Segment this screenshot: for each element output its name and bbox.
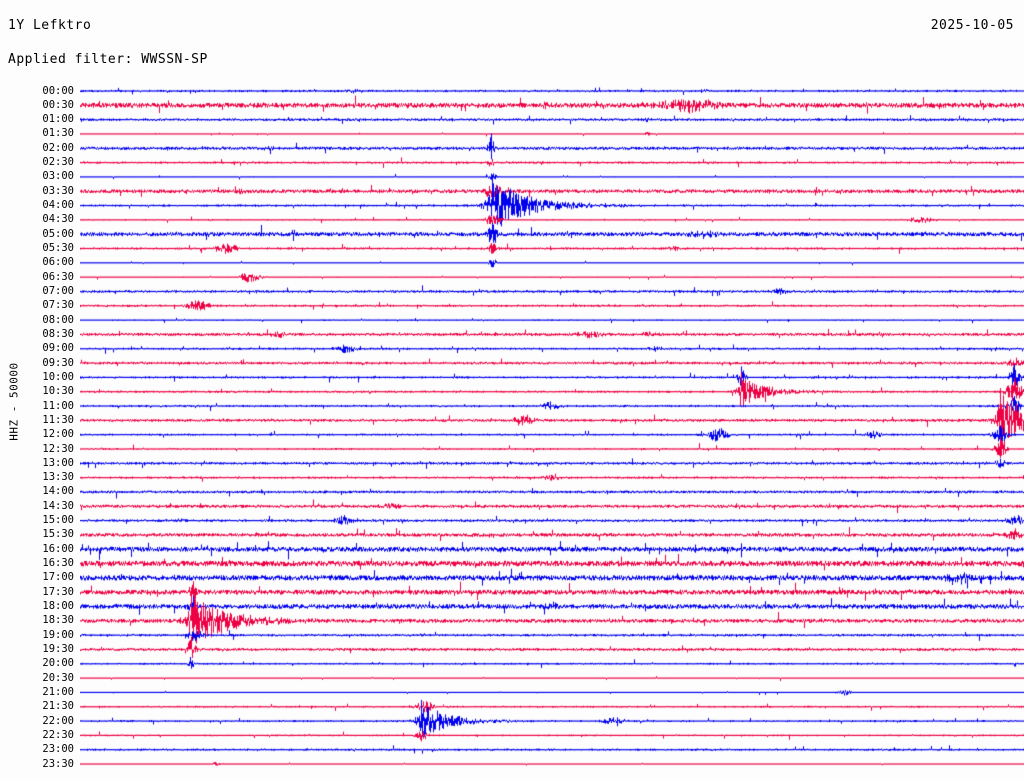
time-axis-label: 09:00 — [42, 342, 74, 355]
time-axis-label: 19:30 — [42, 642, 74, 655]
time-axis-label: 04:30 — [42, 213, 74, 226]
time-axis-label: 03:30 — [42, 184, 74, 197]
time-axis-label: 17:30 — [42, 585, 74, 598]
time-axis-label: 10:30 — [42, 385, 74, 398]
time-axis-label: 08:30 — [42, 327, 74, 340]
time-axis-label: 02:00 — [42, 141, 74, 154]
time-axis-label: 04:00 — [42, 199, 74, 212]
time-axis-label: 22:30 — [42, 728, 74, 741]
time-axis-label: 15:30 — [42, 528, 74, 541]
record-date: 2025-10-05 — [930, 18, 1014, 33]
time-axis-label: 05:00 — [42, 227, 74, 240]
time-axis-label: 01:30 — [42, 127, 74, 140]
time-axis-label: 16:30 — [42, 557, 74, 570]
time-axis-label: 19:00 — [42, 628, 74, 641]
time-axis-label: 12:00 — [42, 428, 74, 441]
time-axis-label: 15:00 — [42, 514, 74, 527]
time-axis-label: 22:00 — [42, 714, 74, 727]
time-axis-label: 05:30 — [42, 242, 74, 255]
time-axis-label: 17:00 — [42, 571, 74, 584]
helicorder-plot: 00:00 00:30 01:00 01:30 02:00 02:30 03:00 03:30… — [0, 80, 1024, 780]
time-axis-label: 16:00 — [42, 542, 74, 555]
time-axis-label: 21:00 — [42, 685, 74, 698]
time-axis-label: 07:30 — [42, 299, 74, 312]
time-axis-label: 20:00 — [42, 657, 74, 670]
time-axis-label: 11:00 — [42, 399, 74, 412]
time-axis: 00:00 00:30 01:00 01:30 02:00 02:30 03:00 03:30… — [0, 80, 80, 780]
time-axis-label: 06:00 — [42, 256, 74, 269]
time-axis-label: 18:30 — [42, 614, 74, 627]
applied-filter-label: Applied filter: WWSSN-SP — [8, 52, 208, 67]
page-title: 1Y Lefktro — [8, 18, 92, 33]
time-axis-label: 06:30 — [42, 270, 74, 283]
time-axis-label: 20:30 — [42, 671, 74, 684]
time-axis-label: 03:00 — [42, 170, 74, 183]
time-axis-label: 02:30 — [42, 156, 74, 169]
time-axis-label: 07:00 — [42, 284, 74, 297]
time-axis-label: 10:00 — [42, 370, 74, 383]
time-axis-label: 12:30 — [42, 442, 74, 455]
time-axis-label: 01:00 — [42, 113, 74, 126]
time-axis-label: 13:00 — [42, 456, 74, 469]
time-axis-label: 14:00 — [42, 485, 74, 498]
time-axis-label: 18:00 — [42, 600, 74, 613]
time-axis-label: 14:30 — [42, 499, 74, 512]
time-axis-label: 21:30 — [42, 700, 74, 713]
time-axis-label: 08:00 — [42, 313, 74, 326]
time-axis-label: 23:30 — [42, 757, 74, 770]
time-axis-label: 00:00 — [42, 84, 74, 97]
time-axis-label: 11:30 — [42, 413, 74, 426]
seismogram-traces — [80, 80, 1024, 780]
time-axis-label: 00:30 — [42, 98, 74, 111]
time-axis-label: 13:30 — [42, 471, 74, 484]
time-axis-label: 23:00 — [42, 743, 74, 756]
time-axis-label: 09:30 — [42, 356, 74, 369]
